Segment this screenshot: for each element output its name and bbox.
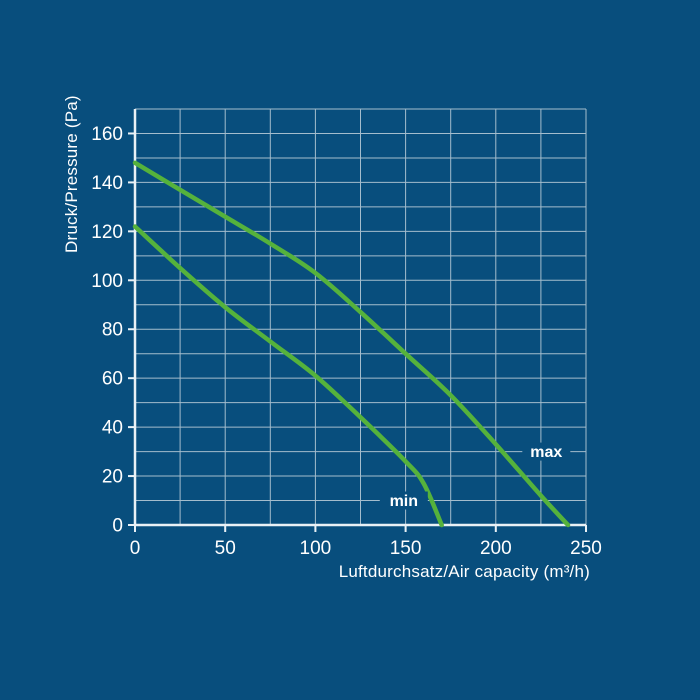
y-tick-label: 140 <box>91 173 123 194</box>
y-tick-label: 100 <box>91 271 123 292</box>
x-tick-label: 0 <box>130 538 141 559</box>
y-tick-label: 120 <box>91 222 123 243</box>
y-tick-label: 160 <box>91 124 123 145</box>
x-tick-label: 150 <box>390 538 422 559</box>
y-axis-title: Druck/Pressure (Pa) <box>62 95 81 253</box>
y-tick-label: 40 <box>102 418 123 439</box>
curve-label-bg-max <box>522 442 571 461</box>
x-tick-label: 100 <box>300 538 332 559</box>
curve-label-bg-min <box>379 491 428 510</box>
x-tick-label: 250 <box>570 538 602 559</box>
x-axis-title: Luftdurchsatz/Air capacity (m³/h) <box>338 562 590 581</box>
x-tick-label: 50 <box>215 538 236 559</box>
curve-min <box>132 224 444 528</box>
y-tick-label: 80 <box>102 320 123 341</box>
x-tick-label: 200 <box>480 538 512 559</box>
curve-max <box>132 160 571 528</box>
curve-label-min: min <box>390 493 418 510</box>
y-tick-label: 60 <box>102 369 123 390</box>
y-tick-label: 0 <box>112 516 123 537</box>
y-tick-label: 20 <box>102 467 123 488</box>
curve-label-max: max <box>530 444 562 461</box>
